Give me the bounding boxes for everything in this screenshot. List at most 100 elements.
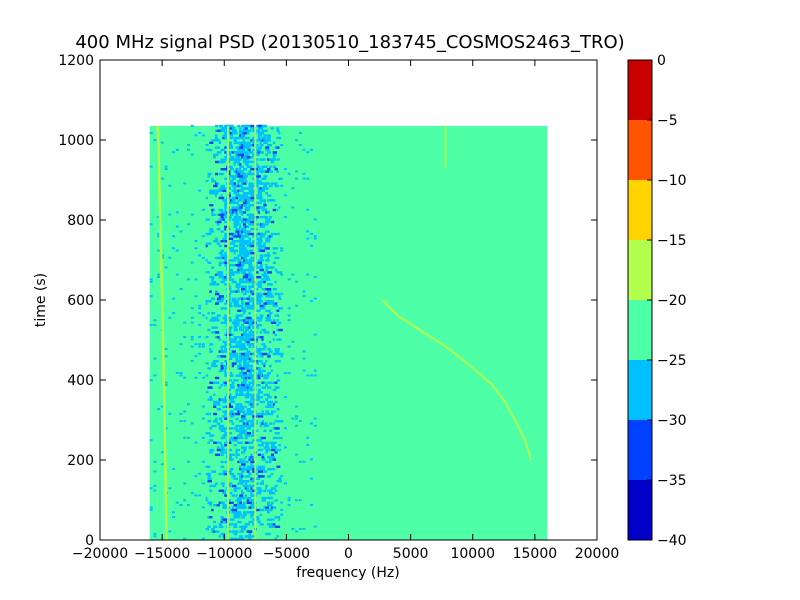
noise-cell bbox=[235, 487, 241, 490]
noise-cell bbox=[224, 151, 227, 154]
noise-cell bbox=[255, 309, 261, 312]
noise-cell bbox=[241, 146, 245, 149]
noise-cell bbox=[244, 254, 249, 257]
noise-cell bbox=[175, 273, 179, 276]
noise-cell bbox=[237, 228, 241, 231]
noise-cell bbox=[233, 151, 238, 154]
noise-cell bbox=[283, 372, 287, 374]
noise-cell bbox=[194, 441, 198, 444]
noise-cell bbox=[242, 201, 247, 204]
noise-cell bbox=[233, 355, 239, 358]
noise-cell bbox=[207, 175, 211, 178]
noise-cell bbox=[224, 434, 228, 437]
noise-cell bbox=[211, 208, 215, 212]
colorbar-tick-label: −10 bbox=[657, 173, 687, 189]
noise-cell bbox=[252, 127, 255, 130]
noise-cell bbox=[237, 482, 240, 485]
noise-cell bbox=[172, 247, 176, 250]
noise-cell bbox=[295, 170, 299, 173]
noise-cell bbox=[224, 333, 227, 336]
noise-cell bbox=[153, 532, 157, 535]
colorbar-segment bbox=[628, 420, 652, 480]
noise-cell bbox=[244, 136, 250, 140]
noise-cell bbox=[224, 374, 228, 377]
noise-cell bbox=[272, 506, 277, 509]
noise-cell bbox=[224, 494, 228, 497]
noise-cell bbox=[231, 508, 238, 512]
noise-cell bbox=[309, 300, 313, 302]
noise-cell bbox=[179, 504, 183, 506]
noise-cell bbox=[274, 400, 278, 404]
noise-cell bbox=[149, 379, 153, 382]
noise-cell bbox=[224, 364, 230, 368]
noise-cell bbox=[265, 208, 268, 212]
noise-cell bbox=[244, 321, 251, 324]
noise-cell bbox=[291, 187, 295, 190]
noise-cell bbox=[205, 144, 209, 146]
noise-cell bbox=[198, 472, 202, 475]
noise-cell bbox=[242, 393, 248, 396]
noise-cell bbox=[246, 523, 251, 526]
noise-cell bbox=[244, 422, 249, 425]
noise-cell bbox=[241, 189, 244, 192]
noise-cell bbox=[250, 168, 256, 171]
noise-cell bbox=[242, 129, 246, 132]
noise-cell bbox=[231, 127, 235, 130]
noise-cell bbox=[205, 316, 208, 320]
noise-cell bbox=[237, 264, 243, 267]
noise-cell bbox=[235, 160, 238, 164]
noise-cell bbox=[244, 364, 250, 368]
noise-cell bbox=[255, 295, 262, 298]
noise-cell bbox=[291, 206, 295, 209]
noise-cell bbox=[190, 261, 194, 264]
noise-cell bbox=[213, 400, 216, 404]
noise-cell bbox=[313, 417, 317, 420]
noise-cell bbox=[268, 134, 271, 137]
noise-cell bbox=[265, 300, 270, 303]
noise-cell bbox=[261, 458, 266, 461]
noise-cell bbox=[242, 146, 248, 149]
noise-cell bbox=[246, 132, 250, 135]
noise-cell bbox=[259, 235, 265, 238]
noise-cell bbox=[280, 273, 284, 276]
noise-cell bbox=[205, 259, 208, 262]
noise-cell bbox=[235, 453, 241, 456]
noise-cell bbox=[261, 453, 265, 456]
noise-cell bbox=[242, 410, 246, 413]
noise-cell bbox=[233, 475, 236, 478]
noise-cell bbox=[229, 355, 234, 358]
noise-cell bbox=[259, 232, 263, 236]
noise-cell bbox=[263, 470, 267, 473]
noise-cell bbox=[227, 232, 234, 236]
noise-cell bbox=[250, 487, 253, 490]
noise-cell bbox=[274, 292, 280, 296]
noise-cell bbox=[218, 276, 221, 279]
noise-cell bbox=[201, 345, 205, 348]
noise-cell bbox=[213, 240, 219, 243]
noise-cell bbox=[242, 333, 248, 336]
noise-cell bbox=[179, 343, 183, 346]
noise-cell bbox=[265, 182, 271, 185]
noise-cell bbox=[250, 304, 256, 308]
noise-cell bbox=[239, 525, 244, 528]
noise-cell bbox=[267, 292, 273, 296]
noise-cell bbox=[248, 427, 251, 430]
noise-cell bbox=[250, 386, 253, 389]
noise-cell bbox=[313, 374, 317, 377]
noise-cell bbox=[229, 492, 233, 495]
y-tick-label: 0 bbox=[85, 533, 94, 549]
noise-cell bbox=[241, 237, 244, 240]
noise-cell bbox=[231, 511, 237, 514]
noise-cell bbox=[267, 386, 272, 389]
noise-cell bbox=[272, 331, 276, 334]
noise-cell bbox=[250, 338, 254, 341]
noise-cell bbox=[190, 124, 194, 127]
noise-cell bbox=[242, 204, 246, 207]
noise-cell bbox=[186, 223, 190, 226]
noise-cell bbox=[233, 249, 239, 252]
noise-cell bbox=[259, 254, 264, 257]
noise-cell bbox=[179, 372, 183, 374]
noise-cell bbox=[246, 434, 250, 437]
noise-cell bbox=[274, 333, 277, 336]
noise-cell bbox=[216, 213, 219, 216]
